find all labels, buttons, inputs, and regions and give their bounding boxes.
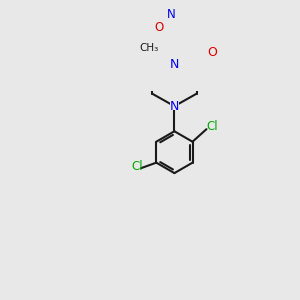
Text: O: O [154, 21, 164, 34]
Bar [167, 11, 176, 18]
Bar [169, 61, 179, 68]
Bar [208, 49, 216, 56]
Text: N: N [170, 58, 179, 71]
Text: CH₃: CH₃ [140, 43, 159, 53]
Bar [155, 24, 163, 32]
Text: N: N [167, 8, 176, 21]
Text: N: N [170, 100, 179, 113]
Text: O: O [207, 46, 217, 59]
Bar [169, 102, 179, 110]
Text: Cl: Cl [131, 160, 142, 173]
Text: Cl: Cl [206, 120, 218, 133]
